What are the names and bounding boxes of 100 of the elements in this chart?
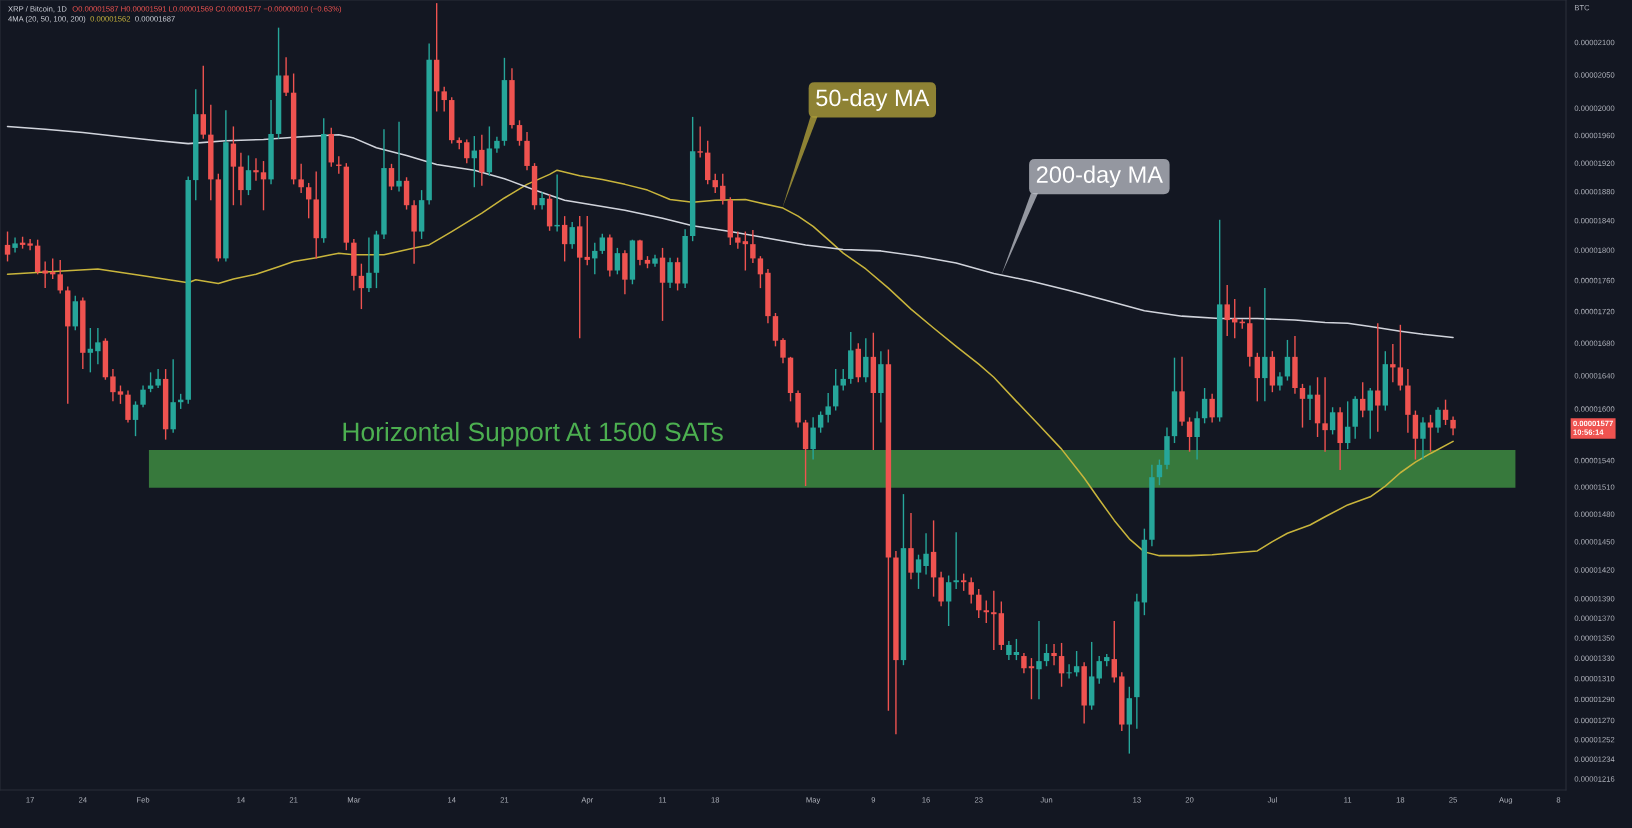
candlestick bbox=[915, 554, 922, 590]
candlestick bbox=[1412, 409, 1419, 461]
candlestick bbox=[253, 157, 259, 182]
candlestick bbox=[230, 125, 237, 206]
candlestick bbox=[1224, 284, 1230, 337]
candlestick bbox=[1367, 387, 1373, 440]
candlestick bbox=[735, 230, 741, 250]
candlestick bbox=[441, 86, 447, 113]
candlestick bbox=[667, 256, 673, 289]
candlestick bbox=[561, 215, 568, 263]
candlestick bbox=[1427, 414, 1434, 453]
candlestick bbox=[1435, 406, 1441, 434]
candlestick bbox=[614, 247, 621, 276]
candlestick bbox=[1156, 458, 1163, 486]
candlestick bbox=[1299, 383, 1306, 429]
candlestick bbox=[1066, 663, 1072, 680]
candlestick bbox=[750, 229, 756, 264]
candlestick bbox=[42, 260, 48, 289]
candlestick bbox=[1073, 650, 1080, 678]
candlestick bbox=[1036, 620, 1042, 700]
candlestick bbox=[1450, 415, 1456, 436]
candlestick bbox=[1201, 387, 1208, 425]
candlestick bbox=[968, 576, 974, 605]
text: 50-day MA bbox=[816, 88, 930, 111]
candlestick bbox=[110, 368, 116, 403]
candlestick bbox=[117, 384, 124, 405]
candlestick bbox=[840, 368, 846, 392]
candlestick bbox=[1111, 620, 1117, 684]
candlestick bbox=[569, 221, 575, 250]
candlestick bbox=[87, 327, 94, 374]
candlestick bbox=[298, 163, 304, 194]
candlestick bbox=[57, 259, 63, 295]
candlestick bbox=[1262, 287, 1268, 403]
candlestick bbox=[539, 191, 545, 211]
candlestick bbox=[1420, 416, 1426, 461]
candlestick bbox=[1043, 643, 1050, 667]
candlestick bbox=[200, 64, 206, 140]
candlestick bbox=[479, 133, 485, 187]
candlestick bbox=[245, 154, 252, 196]
candlestick bbox=[810, 416, 816, 461]
candlestick bbox=[4, 230, 11, 263]
candlestick bbox=[817, 410, 824, 434]
candlestick bbox=[712, 173, 718, 194]
candlestick bbox=[1028, 657, 1035, 700]
candlestick bbox=[1390, 343, 1396, 383]
candlestick bbox=[12, 236, 18, 254]
candlestick bbox=[388, 163, 395, 191]
candlestick bbox=[464, 138, 470, 164]
candlestick bbox=[1322, 376, 1328, 453]
candlestick bbox=[1375, 322, 1381, 433]
candlestick bbox=[260, 160, 267, 211]
candlestick bbox=[780, 337, 786, 365]
candlestick bbox=[283, 56, 289, 97]
candlestick bbox=[923, 532, 929, 576]
candlestick bbox=[945, 574, 952, 627]
candlestick bbox=[742, 230, 749, 272]
candlestick bbox=[1186, 416, 1193, 453]
candlestick bbox=[1277, 371, 1283, 392]
candlestick bbox=[1194, 410, 1200, 461]
candlestick bbox=[238, 151, 244, 206]
candlestick bbox=[1096, 655, 1102, 685]
candlestick bbox=[155, 368, 161, 389]
candlestick bbox=[1058, 642, 1065, 688]
candlestick bbox=[1006, 640, 1012, 661]
candlestick bbox=[584, 215, 590, 266]
candlestick bbox=[1442, 398, 1449, 426]
candlestick bbox=[516, 119, 523, 147]
candlestick bbox=[1232, 298, 1238, 340]
candlestick bbox=[27, 238, 33, 251]
candlestick bbox=[1307, 384, 1313, 421]
text: 200-day MA bbox=[1036, 165, 1163, 188]
candlestick bbox=[1051, 643, 1057, 666]
candlestick bbox=[863, 337, 869, 383]
candlestick bbox=[757, 255, 764, 289]
candlestick bbox=[1329, 406, 1336, 436]
candlestick bbox=[95, 327, 101, 365]
candlestick bbox=[674, 256, 681, 292]
band-label: Horizontal Support At 1500 SATs bbox=[343, 421, 723, 447]
candlestick bbox=[1209, 393, 1215, 424]
candlestick bbox=[305, 182, 312, 220]
candlestick bbox=[486, 125, 493, 177]
candlestick bbox=[953, 531, 959, 590]
candlestick bbox=[1284, 339, 1291, 382]
candlestick bbox=[396, 120, 402, 193]
candlestick bbox=[983, 599, 989, 624]
candlestick bbox=[697, 125, 703, 159]
candlestick bbox=[1360, 381, 1366, 419]
candlestick bbox=[358, 262, 365, 310]
candlestick bbox=[720, 173, 726, 206]
candlestick bbox=[1397, 324, 1404, 392]
candlestick bbox=[1344, 400, 1351, 450]
candlestick bbox=[599, 233, 606, 255]
candlestick bbox=[132, 400, 139, 437]
candlestick bbox=[991, 590, 997, 651]
candlestick bbox=[1013, 638, 1020, 661]
candlestick bbox=[1254, 352, 1261, 403]
candlestick bbox=[366, 236, 372, 293]
candlestick bbox=[1021, 652, 1027, 675]
candlestick bbox=[825, 392, 831, 424]
candlestick bbox=[140, 384, 146, 408]
